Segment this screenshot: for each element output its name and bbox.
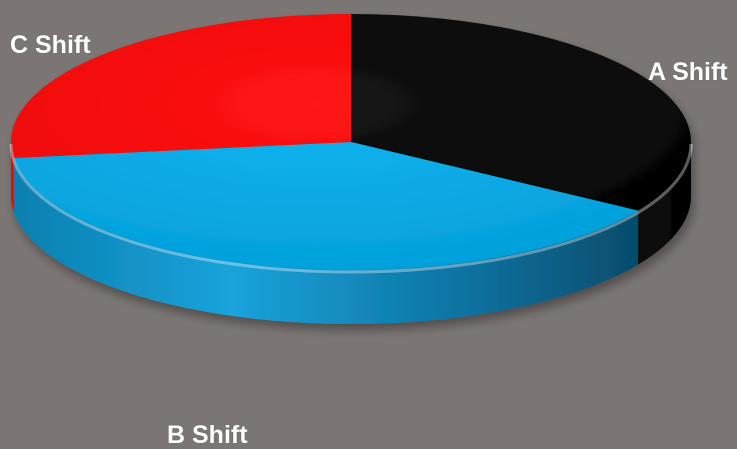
pie-top-shading — [11, 14, 691, 270]
slice-side-b-shift — [13, 158, 639, 324]
slice-side-a-shift — [638, 143, 691, 265]
slice-label-c-shift: C Shift — [10, 31, 91, 59]
slice-label-b-shift: B Shift — [167, 421, 248, 449]
slice-label-a-shift: A Shift — [648, 58, 728, 86]
pie-rim-highlight — [9, 143, 693, 274]
